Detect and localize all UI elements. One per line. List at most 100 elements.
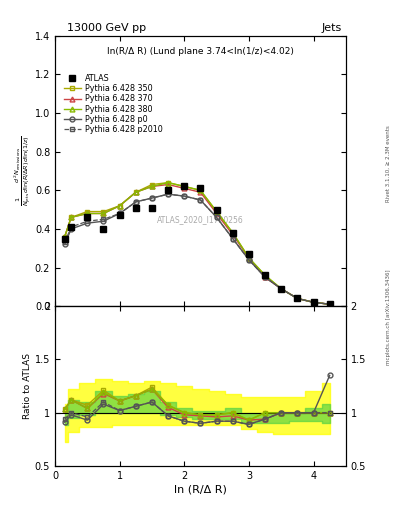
Pythia 6.428 370 (295, 295, 300, 302)
Pythia 6.428 p0 (279, 286, 284, 292)
Pythia 6.428 p2010 (327, 301, 332, 307)
Pythia 6.428 p2010 (246, 257, 251, 263)
Pythia 6.428 p0 (214, 215, 219, 221)
ATLAS (85, 215, 90, 221)
Text: ln(R/Δ R) (Lund plane 3.74<ln(1/z)<4.02): ln(R/Δ R) (Lund plane 3.74<ln(1/z)<4.02) (107, 47, 294, 56)
X-axis label: ln (R/Δ R): ln (R/Δ R) (174, 485, 227, 495)
Pythia 6.428 350 (295, 295, 300, 302)
Pythia 6.428 p2010 (85, 218, 90, 224)
Pythia 6.428 350 (311, 299, 316, 305)
Pythia 6.428 350 (150, 181, 154, 187)
Pythia 6.428 p0 (85, 220, 90, 226)
Pythia 6.428 350 (246, 255, 251, 261)
Pythia 6.428 380 (85, 210, 90, 217)
Pythia 6.428 350 (62, 233, 67, 240)
Pythia 6.428 380 (295, 295, 300, 302)
Pythia 6.428 350 (69, 215, 73, 221)
Text: Jets: Jets (321, 23, 342, 33)
Pythia 6.428 p0 (62, 241, 67, 247)
ATLAS (246, 251, 251, 257)
Pythia 6.428 380 (279, 286, 284, 292)
Y-axis label: Ratio to ATLAS: Ratio to ATLAS (23, 353, 32, 419)
ATLAS (263, 272, 267, 279)
ATLAS (279, 286, 284, 292)
Line: Pythia 6.428 p0: Pythia 6.428 p0 (62, 192, 332, 307)
Pythia 6.428 370 (166, 181, 171, 187)
Pythia 6.428 p0 (166, 191, 171, 197)
Pythia 6.428 350 (279, 286, 284, 292)
Pythia 6.428 370 (230, 231, 235, 238)
Line: Pythia 6.428 350: Pythia 6.428 350 (62, 180, 332, 307)
Text: ATLAS_2020_I1790256: ATLAS_2020_I1790256 (157, 215, 244, 224)
Pythia 6.428 350 (166, 180, 171, 186)
Pythia 6.428 370 (214, 210, 219, 217)
ATLAS (69, 224, 73, 230)
Pythia 6.428 370 (85, 210, 90, 217)
Pythia 6.428 p2010 (311, 299, 316, 305)
Pythia 6.428 p2010 (62, 240, 67, 246)
Pythia 6.428 p2010 (263, 274, 267, 280)
Pythia 6.428 p0 (182, 193, 187, 199)
Pythia 6.428 370 (69, 215, 73, 221)
Pythia 6.428 380 (134, 189, 138, 195)
Pythia 6.428 p2010 (101, 216, 106, 222)
Pythia 6.428 380 (182, 183, 187, 189)
Pythia 6.428 350 (182, 183, 187, 189)
Pythia 6.428 380 (69, 215, 73, 221)
ATLAS (166, 187, 171, 194)
Pythia 6.428 370 (327, 301, 332, 307)
Pythia 6.428 370 (246, 255, 251, 261)
Pythia 6.428 350 (230, 230, 235, 236)
Pythia 6.428 p0 (150, 195, 154, 201)
Pythia 6.428 350 (263, 272, 267, 279)
Pythia 6.428 380 (166, 180, 171, 186)
Y-axis label: $\frac{1}{N_{\mathrm{jets}}}\frac{d^2 N_{\mathrm{emissions}}}{d\ln(R/\Delta R)\,: $\frac{1}{N_{\mathrm{jets}}}\frac{d^2 N_… (13, 136, 33, 206)
Pythia 6.428 370 (263, 274, 267, 280)
Pythia 6.428 p2010 (69, 224, 73, 230)
Pythia 6.428 380 (327, 301, 332, 307)
Pythia 6.428 p2010 (182, 193, 187, 199)
Pythia 6.428 380 (62, 233, 67, 240)
Pythia 6.428 p2010 (150, 195, 154, 201)
Pythia 6.428 380 (230, 230, 235, 236)
Pythia 6.428 370 (150, 183, 154, 189)
Pythia 6.428 370 (117, 203, 122, 209)
Pythia 6.428 350 (117, 203, 122, 209)
Pythia 6.428 350 (134, 189, 138, 195)
Pythia 6.428 370 (62, 233, 67, 240)
ATLAS (214, 206, 219, 212)
Pythia 6.428 380 (214, 208, 219, 215)
Pythia 6.428 p0 (117, 210, 122, 217)
Pythia 6.428 p0 (311, 299, 316, 305)
Line: Pythia 6.428 p2010: Pythia 6.428 p2010 (62, 192, 332, 307)
Pythia 6.428 380 (150, 183, 154, 189)
Pythia 6.428 p0 (246, 257, 251, 263)
Pythia 6.428 370 (279, 286, 284, 292)
Pythia 6.428 380 (198, 187, 203, 194)
Pythia 6.428 p2010 (214, 215, 219, 221)
ATLAS (198, 185, 203, 191)
Pythia 6.428 p0 (327, 301, 332, 307)
Pythia 6.428 p0 (134, 199, 138, 205)
Pythia 6.428 380 (117, 203, 122, 209)
Pythia 6.428 380 (311, 299, 316, 305)
ATLAS (182, 183, 187, 189)
Pythia 6.428 p0 (69, 226, 73, 232)
ATLAS (230, 230, 235, 236)
Pythia 6.428 p2010 (198, 197, 203, 203)
Pythia 6.428 p2010 (230, 236, 235, 242)
Pythia 6.428 p2010 (166, 191, 171, 197)
Pythia 6.428 p0 (198, 197, 203, 203)
Line: Pythia 6.428 370: Pythia 6.428 370 (62, 182, 332, 307)
Text: mcplots.cern.ch [arXiv:1306.3436]: mcplots.cern.ch [arXiv:1306.3436] (386, 270, 391, 365)
Pythia 6.428 370 (198, 189, 203, 195)
Pythia 6.428 p0 (230, 236, 235, 242)
Pythia 6.428 p0 (101, 218, 106, 224)
ATLAS (62, 236, 67, 242)
ATLAS (101, 226, 106, 232)
ATLAS (327, 301, 332, 307)
ATLAS (311, 299, 316, 305)
Pythia 6.428 350 (85, 208, 90, 215)
Pythia 6.428 p2010 (117, 210, 122, 217)
Pythia 6.428 350 (214, 208, 219, 215)
